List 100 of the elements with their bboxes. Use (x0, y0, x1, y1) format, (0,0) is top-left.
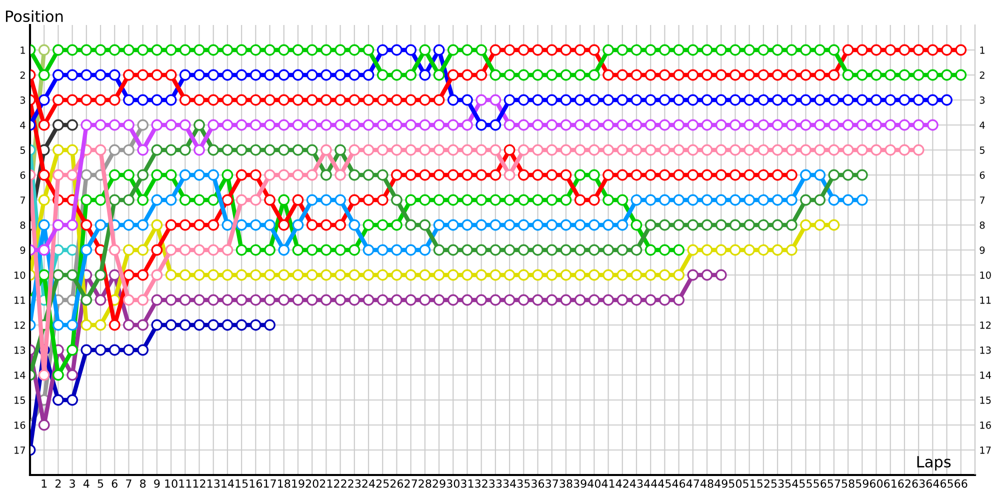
point (560, 219, 572, 231)
y2-tick-label: 16 (980, 421, 991, 429)
point (560, 194, 572, 206)
y-tick-label: 4 (20, 122, 26, 129)
x-tick-label: 19 (292, 479, 304, 488)
x-tick-label: 6 (112, 479, 118, 488)
point (659, 244, 670, 256)
point (630, 194, 642, 206)
point (306, 219, 318, 231)
point (574, 269, 586, 281)
point (334, 269, 346, 281)
point (376, 269, 388, 281)
point (222, 169, 234, 181)
point (644, 244, 656, 256)
point (828, 194, 840, 206)
point (38, 169, 50, 181)
point (659, 294, 670, 306)
y2-tick-label: 8 (980, 221, 985, 229)
point (38, 419, 50, 431)
x-tick-label: 16 (250, 479, 262, 488)
point (292, 219, 304, 231)
x-tick-label: 25 (376, 479, 389, 488)
point (66, 394, 78, 406)
point (320, 194, 332, 206)
point (222, 144, 234, 156)
x-tick-label: 33 (489, 479, 502, 488)
point (66, 269, 78, 281)
x-tick-label: 18 (278, 479, 290, 488)
point (222, 219, 234, 231)
point (264, 219, 276, 231)
point (250, 144, 262, 156)
point (462, 194, 473, 206)
y-tick-label: 2 (20, 71, 25, 79)
point (66, 144, 78, 156)
point (66, 369, 78, 381)
point (828, 219, 840, 231)
point (504, 269, 516, 281)
point (433, 169, 445, 181)
point (504, 219, 516, 231)
point (165, 144, 177, 156)
point (644, 194, 656, 206)
point (419, 194, 431, 206)
point (786, 194, 798, 206)
x-tick-label: 37 (546, 479, 558, 488)
point (320, 244, 332, 256)
point (490, 244, 502, 256)
point (151, 144, 163, 156)
point (687, 244, 699, 256)
point (433, 269, 445, 281)
x-tick-label: 38 (560, 479, 572, 488)
point (391, 194, 402, 206)
point (334, 144, 346, 156)
point (546, 219, 558, 231)
point (94, 319, 106, 331)
point (518, 269, 530, 281)
point (194, 294, 205, 306)
point (236, 169, 248, 181)
x-tick-label: 30 (446, 479, 460, 488)
y2-tick-label: 11 (980, 296, 991, 304)
x-tick-label: 44 (644, 480, 658, 488)
point (236, 219, 248, 231)
point (334, 244, 346, 256)
point (786, 219, 798, 231)
point (476, 219, 488, 231)
point (94, 344, 106, 356)
y2-tick-label: 12 (980, 321, 991, 329)
point (348, 194, 360, 206)
point (546, 244, 558, 256)
point (715, 244, 727, 256)
point (376, 244, 388, 256)
point (518, 169, 530, 181)
point (165, 219, 177, 231)
point (419, 294, 431, 306)
point (602, 244, 614, 256)
point (94, 269, 106, 281)
point (194, 119, 205, 131)
point (278, 294, 290, 306)
point (137, 269, 149, 281)
point (292, 144, 304, 156)
x-tick-label: 41 (602, 480, 614, 488)
point (673, 269, 684, 281)
point (616, 269, 628, 281)
point (462, 269, 473, 281)
point (179, 219, 191, 231)
x-tick-label: 22 (334, 479, 346, 488)
point (108, 194, 120, 206)
point (772, 169, 784, 181)
point (673, 194, 684, 206)
point (673, 294, 684, 306)
point (462, 169, 473, 181)
point (433, 219, 445, 231)
y2-tick-label: 1 (980, 46, 984, 54)
point (419, 269, 431, 281)
point (137, 119, 149, 131)
point (151, 244, 163, 256)
point (616, 169, 628, 181)
point (476, 194, 488, 206)
y-tick-label: 14 (14, 372, 26, 379)
point (151, 294, 163, 306)
point (616, 194, 628, 206)
